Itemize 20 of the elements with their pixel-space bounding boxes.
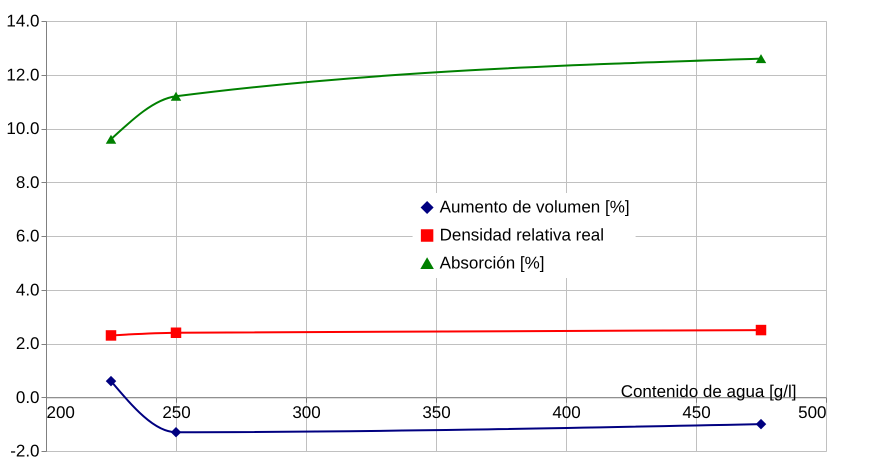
x-axis-title: Contenido de agua [g/l] <box>620 382 796 401</box>
y-tick-label: 14.0 <box>6 12 40 30</box>
x-tick-label: 400 <box>552 402 581 422</box>
legend-label: Aumento de volumen [%] <box>440 198 630 216</box>
x-tick-label: 200 <box>46 402 75 422</box>
x-tick-label: 350 <box>422 402 451 422</box>
y-tick-label: 2.0 <box>16 334 40 353</box>
y-tick-label: 12.0 <box>6 65 40 84</box>
y-tick-label: -2.0 <box>10 442 40 460</box>
y-tick-label: 8.0 <box>16 172 40 192</box>
x-tick-label: 300 <box>292 402 321 422</box>
y-tick-label: 10.0 <box>6 119 40 138</box>
y-tick-label: 6.0 <box>16 226 40 246</box>
x-tick-label: 450 <box>682 402 711 422</box>
x-tick-label: 250 <box>162 402 191 422</box>
legend-label: Densidad relativa real <box>440 226 604 244</box>
legend-label: Absorción [%] <box>440 254 544 272</box>
x-tick-label: 500 <box>798 402 826 422</box>
y-tick-label: 4.0 <box>16 280 40 300</box>
y-tick-label: 0.0 <box>16 388 40 407</box>
